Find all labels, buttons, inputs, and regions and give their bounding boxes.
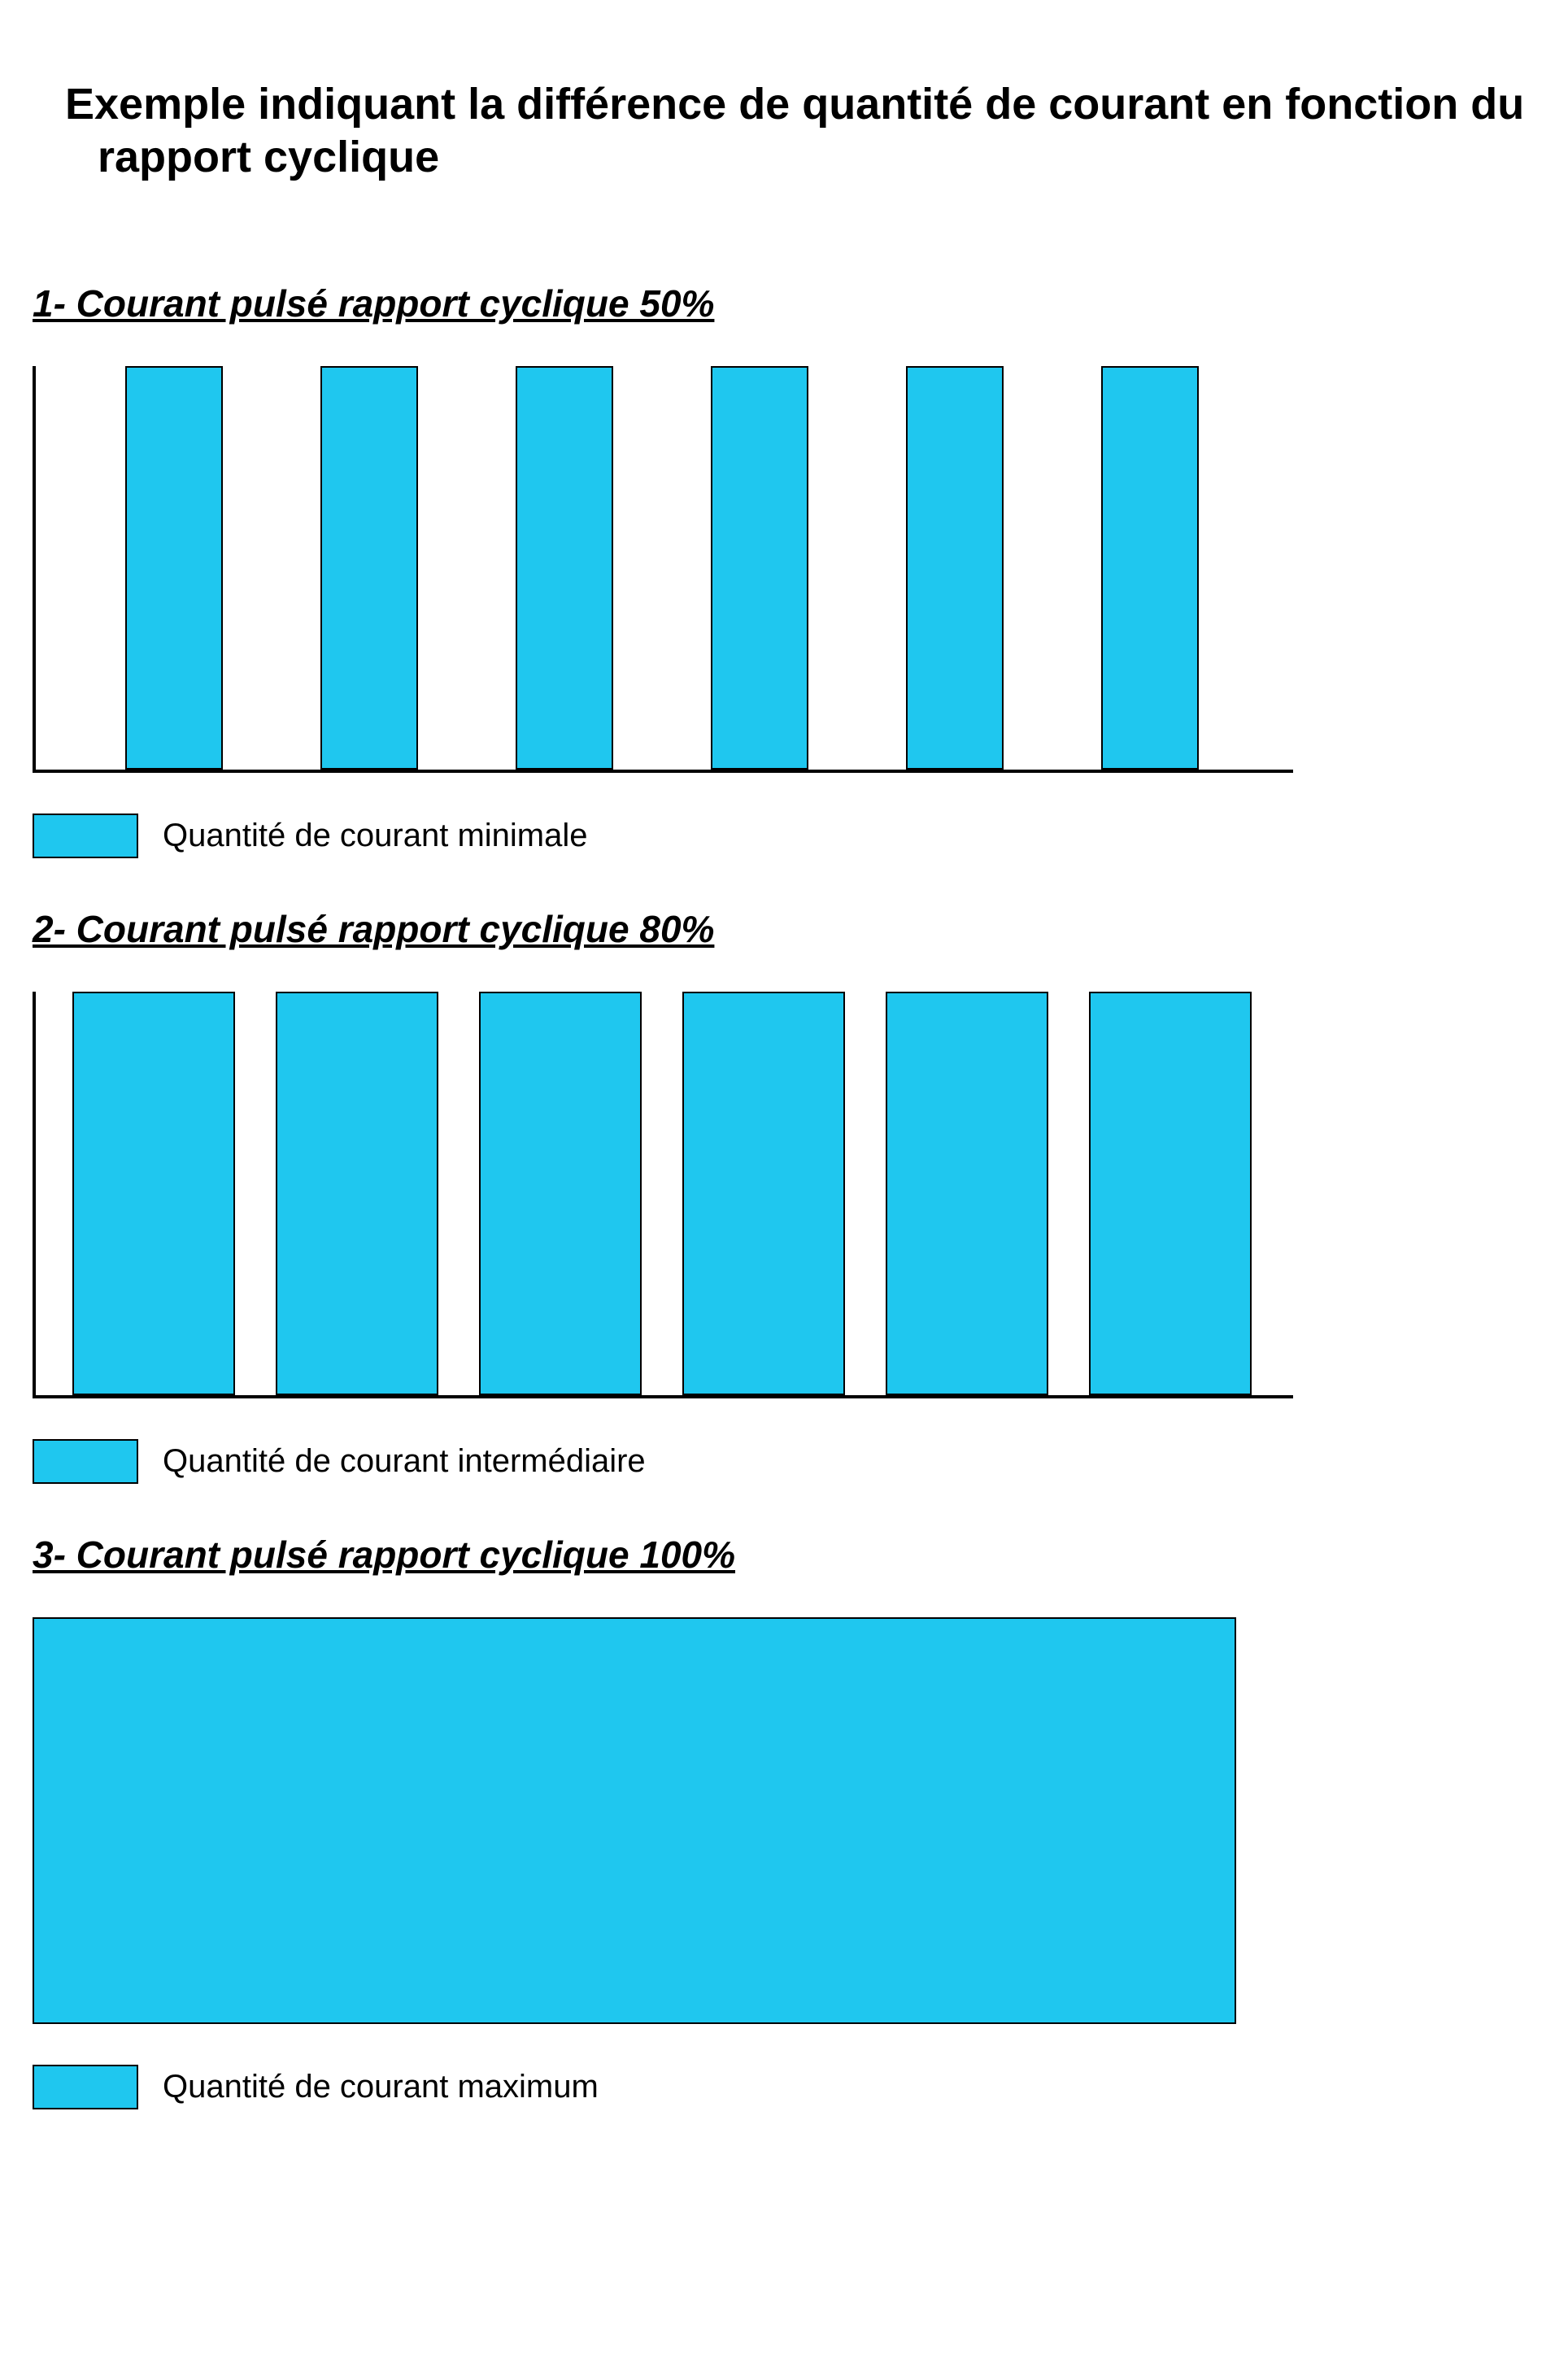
page-container: Exemple indiquant la différence de quant… (33, 78, 1535, 2109)
pulse-bar (320, 366, 418, 770)
solid-bar (33, 1617, 1236, 2024)
pulse-bar (711, 366, 808, 770)
pulse-bar (1089, 992, 1252, 1395)
section-3-heading: 3- Courant pulsé rapport cyclique 100% (33, 1533, 1535, 1577)
section-2-heading: 2- Courant pulsé rapport cyclique 80% (33, 907, 1535, 951)
pulse-bar (125, 366, 223, 770)
pulse-bar (906, 366, 1004, 770)
legend-1: Quantité de courant minimale (33, 814, 1535, 858)
legend-swatch-2 (33, 1439, 138, 1484)
legend-2: Quantité de courant intermédiaire (33, 1439, 1535, 1484)
pulse-bar (276, 992, 438, 1395)
pulse-bar (682, 992, 845, 1395)
pulse-bar (516, 366, 613, 770)
pulse-chart-80 (33, 992, 1293, 1398)
pulse-bar (72, 992, 235, 1395)
legend-swatch-3 (33, 2065, 138, 2109)
pulse-bar (886, 992, 1048, 1395)
legend-text-1: Quantité de courant minimale (163, 818, 588, 854)
legend-swatch-1 (33, 814, 138, 858)
legend-text-2: Quantité de courant intermédiaire (163, 1443, 646, 1480)
pulse-bar (1101, 366, 1199, 770)
page-title: Exemple indiquant la différence de quant… (65, 78, 1535, 184)
pulse-bar (479, 992, 642, 1395)
pulse-chart-100 (33, 1617, 1236, 2024)
pulse-chart-50 (33, 366, 1293, 773)
legend-3: Quantité de courant maximum (33, 2065, 1535, 2109)
section-1-heading: 1- Courant pulsé rapport cyclique 50% (33, 281, 1535, 325)
legend-text-3: Quantité de courant maximum (163, 2069, 599, 2105)
